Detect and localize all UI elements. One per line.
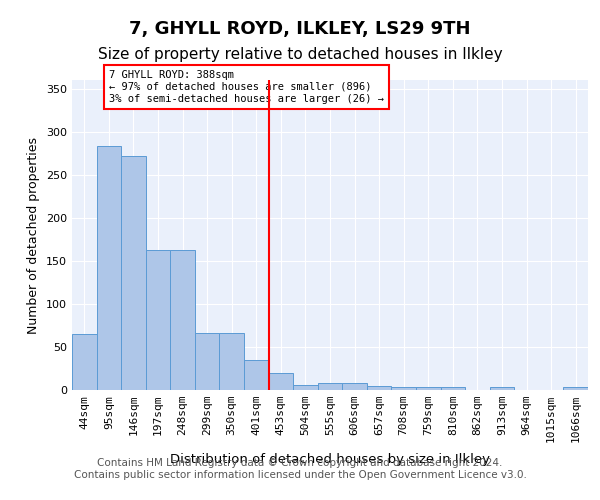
Bar — [490, 388, 514, 390]
Text: 7, GHYLL ROYD, ILKLEY, LS29 9TH: 7, GHYLL ROYD, ILKLEY, LS29 9TH — [129, 20, 471, 38]
Text: Contains HM Land Registry data © Crown copyright and database right 2024.
Contai: Contains HM Land Registry data © Crown c… — [74, 458, 526, 480]
Bar — [244, 360, 269, 390]
Bar — [72, 334, 97, 390]
Text: 7 GHYLL ROYD: 388sqm
← 97% of detached houses are smaller (896)
3% of semi-detac: 7 GHYLL ROYD: 388sqm ← 97% of detached h… — [109, 70, 384, 104]
Text: Size of property relative to detached houses in Ilkley: Size of property relative to detached ho… — [98, 48, 502, 62]
Bar — [293, 385, 318, 390]
Bar — [563, 388, 588, 390]
Bar — [121, 156, 146, 390]
Bar — [146, 250, 170, 390]
Bar — [220, 333, 244, 390]
Bar — [416, 388, 440, 390]
Bar — [269, 373, 293, 390]
Bar — [440, 388, 465, 390]
Bar — [318, 383, 342, 390]
Bar — [97, 146, 121, 390]
Bar — [170, 250, 195, 390]
X-axis label: Distribution of detached houses by size in Ilkley: Distribution of detached houses by size … — [170, 453, 490, 466]
Bar — [391, 386, 416, 390]
Bar — [342, 383, 367, 390]
Y-axis label: Number of detached properties: Number of detached properties — [28, 136, 40, 334]
Bar — [367, 386, 391, 390]
Bar — [195, 333, 220, 390]
